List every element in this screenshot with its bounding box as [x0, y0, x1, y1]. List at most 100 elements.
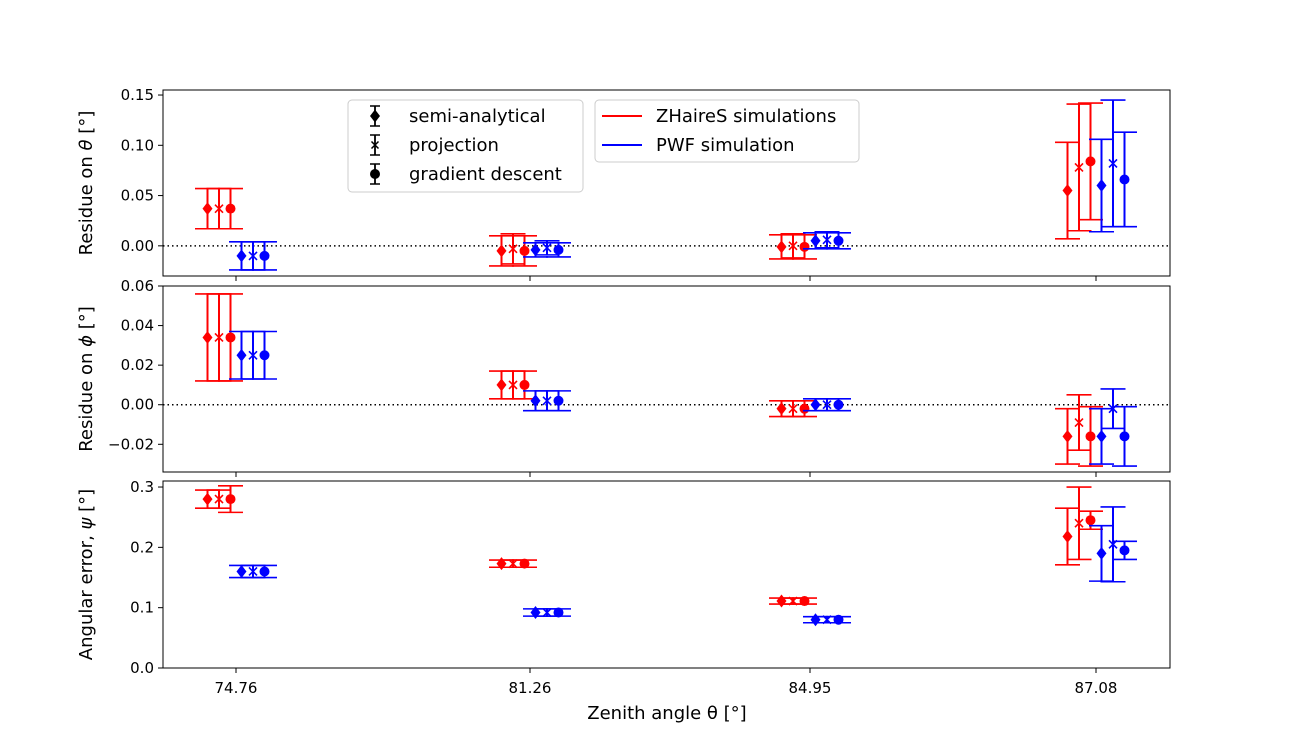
y-tick-label: 0.05: [121, 187, 154, 205]
data-point-x: [214, 332, 224, 343]
legend-entry-pwf: PWF simulation: [602, 135, 795, 156]
series-semi-analytical-zhaires: [195, 293, 1080, 465]
data-point-diamond: [236, 249, 247, 263]
legend-label: PWF simulation: [656, 135, 795, 156]
panel-phi: 0.06 0.04 0.02 0.00 −0.02 Residue on ϕ [°]: [76, 277, 1171, 477]
x-axis: 74.76 81.26 84.95 87.08: [215, 679, 1118, 697]
data-point-x: [822, 235, 832, 245]
data-point-circle: [225, 494, 236, 505]
method-legend-frame: [347, 99, 584, 193]
series-gradient-descent-zhaires: [218, 485, 1103, 607]
data-point-diamond: [530, 606, 541, 620]
data-point-diamond: [810, 398, 821, 412]
data-point-x: [1108, 158, 1118, 168]
series-gradient-descent-pwf: [252, 131, 1137, 271]
data-point-diamond: [496, 557, 507, 571]
legend-entry-semi-analytical: semi-analytical: [370, 105, 546, 127]
series-semi-analytical-zhaires: [195, 489, 1080, 608]
data-point-circle: [519, 379, 530, 390]
data-point-diamond: [202, 492, 213, 506]
series-gradient-descent-pwf: [252, 330, 1137, 467]
data-point-x: [1074, 162, 1084, 172]
data-point-circle: [553, 395, 564, 406]
x-tick-label: 87.08: [1075, 679, 1118, 697]
panel-frame: [162, 285, 1171, 473]
panel-theta: 0.15 0.10 0.05 0.00 Residue on θ [°]: [76, 86, 1171, 281]
data-point-x: [248, 350, 258, 360]
series-projection-zhaires: [206, 486, 1092, 606]
y-tick-label: 0.3: [130, 478, 154, 496]
data-point-circle: [259, 250, 270, 261]
series-semi-analytical-pwf: [229, 330, 1114, 465]
data-point-circle: [1119, 545, 1130, 556]
data-point-circle: [259, 566, 270, 577]
data-point-diamond: [1062, 529, 1073, 543]
y-tick-label: 0.10: [121, 136, 154, 154]
data-point-circle: [799, 596, 810, 607]
data-point-diamond: [776, 240, 787, 254]
data-point-diamond: [776, 402, 787, 416]
data-point-diamond: [236, 564, 247, 578]
data-point-circle: [799, 403, 810, 414]
data-point-x: [542, 607, 552, 618]
data-point-diamond: [1096, 429, 1107, 443]
series-projection-zhaires: [206, 293, 1092, 452]
data-point-circle: [1085, 431, 1096, 442]
data-point-circle: [553, 244, 564, 255]
data-point-x: [822, 400, 832, 410]
data-point-x: [508, 559, 518, 569]
data-point-x: [248, 566, 258, 577]
data-point-circle: [519, 245, 530, 256]
x-tick-label: 74.76: [215, 679, 258, 697]
data-point-circle: [833, 235, 844, 246]
y-tick-label: 0.2: [130, 538, 154, 556]
y-tick-label: −0.02: [108, 435, 154, 453]
data-point-diamond: [202, 202, 213, 216]
panel-frame: [162, 480, 1171, 669]
y-axis-label: Angular error, ψ [°]: [76, 489, 97, 660]
data-point-circle: [1085, 515, 1096, 526]
data-point-x: [214, 494, 224, 504]
data-point-x: [508, 380, 518, 390]
series-gradient-descent-pwf: [252, 540, 1137, 625]
data-point-x: [542, 243, 552, 253]
simulation-legend: ZHaireS simulations PWF simulation: [594, 99, 860, 163]
data-point-diamond: [496, 244, 507, 258]
data-point-diamond: [236, 348, 247, 362]
data-point-diamond: [530, 243, 541, 257]
data-point-circle: [1119, 431, 1130, 442]
series-semi-analytical-pwf: [229, 138, 1114, 271]
series-projection-pwf: [240, 330, 1126, 430]
legend-label: projection: [409, 135, 499, 156]
series-semi-analytical-pwf: [229, 524, 1114, 627]
data-point-circle: [799, 241, 810, 252]
panel-frame: [162, 89, 1171, 277]
data-point-circle: [225, 203, 236, 214]
data-point-circle: [833, 399, 844, 410]
y-tick-label: 0.0: [130, 659, 154, 677]
y-tick-label: 0.1: [130, 599, 154, 617]
data-point-diamond: [1062, 184, 1073, 198]
series-gradient-descent-zhaires: [218, 293, 1103, 467]
data-point-x: [508, 244, 518, 254]
y-axis-label: Residue on θ [°]: [76, 111, 97, 256]
x-tick-label: 84.95: [789, 679, 832, 697]
data-point-x: [788, 241, 798, 251]
data-point-x: [248, 251, 258, 261]
y-tick-label: 0.02: [121, 356, 154, 374]
data-point-circle: [833, 614, 844, 625]
data-point-diamond: [202, 330, 213, 344]
data-point-diamond: [496, 378, 507, 392]
data-point-x: [788, 404, 798, 414]
legend-label: gradient descent: [409, 164, 562, 185]
method-legend: semi-analytical projection gradient descen…: [347, 99, 584, 193]
legend-entry-gradient-descent: gradient descent: [370, 163, 562, 185]
data-point-diamond: [810, 234, 821, 248]
x-axis-label: Zenith angle θ [°]: [587, 703, 746, 724]
series-projection-pwf: [240, 506, 1126, 625]
legend-label: ZHaireS simulations: [656, 106, 836, 127]
data-point-circle: [1119, 174, 1130, 185]
data-point-x: [1074, 518, 1084, 528]
chart-panels: 0.15 0.10 0.05 0.00 Residue on θ [°] 0.06 0.04…: [76, 86, 1171, 677]
